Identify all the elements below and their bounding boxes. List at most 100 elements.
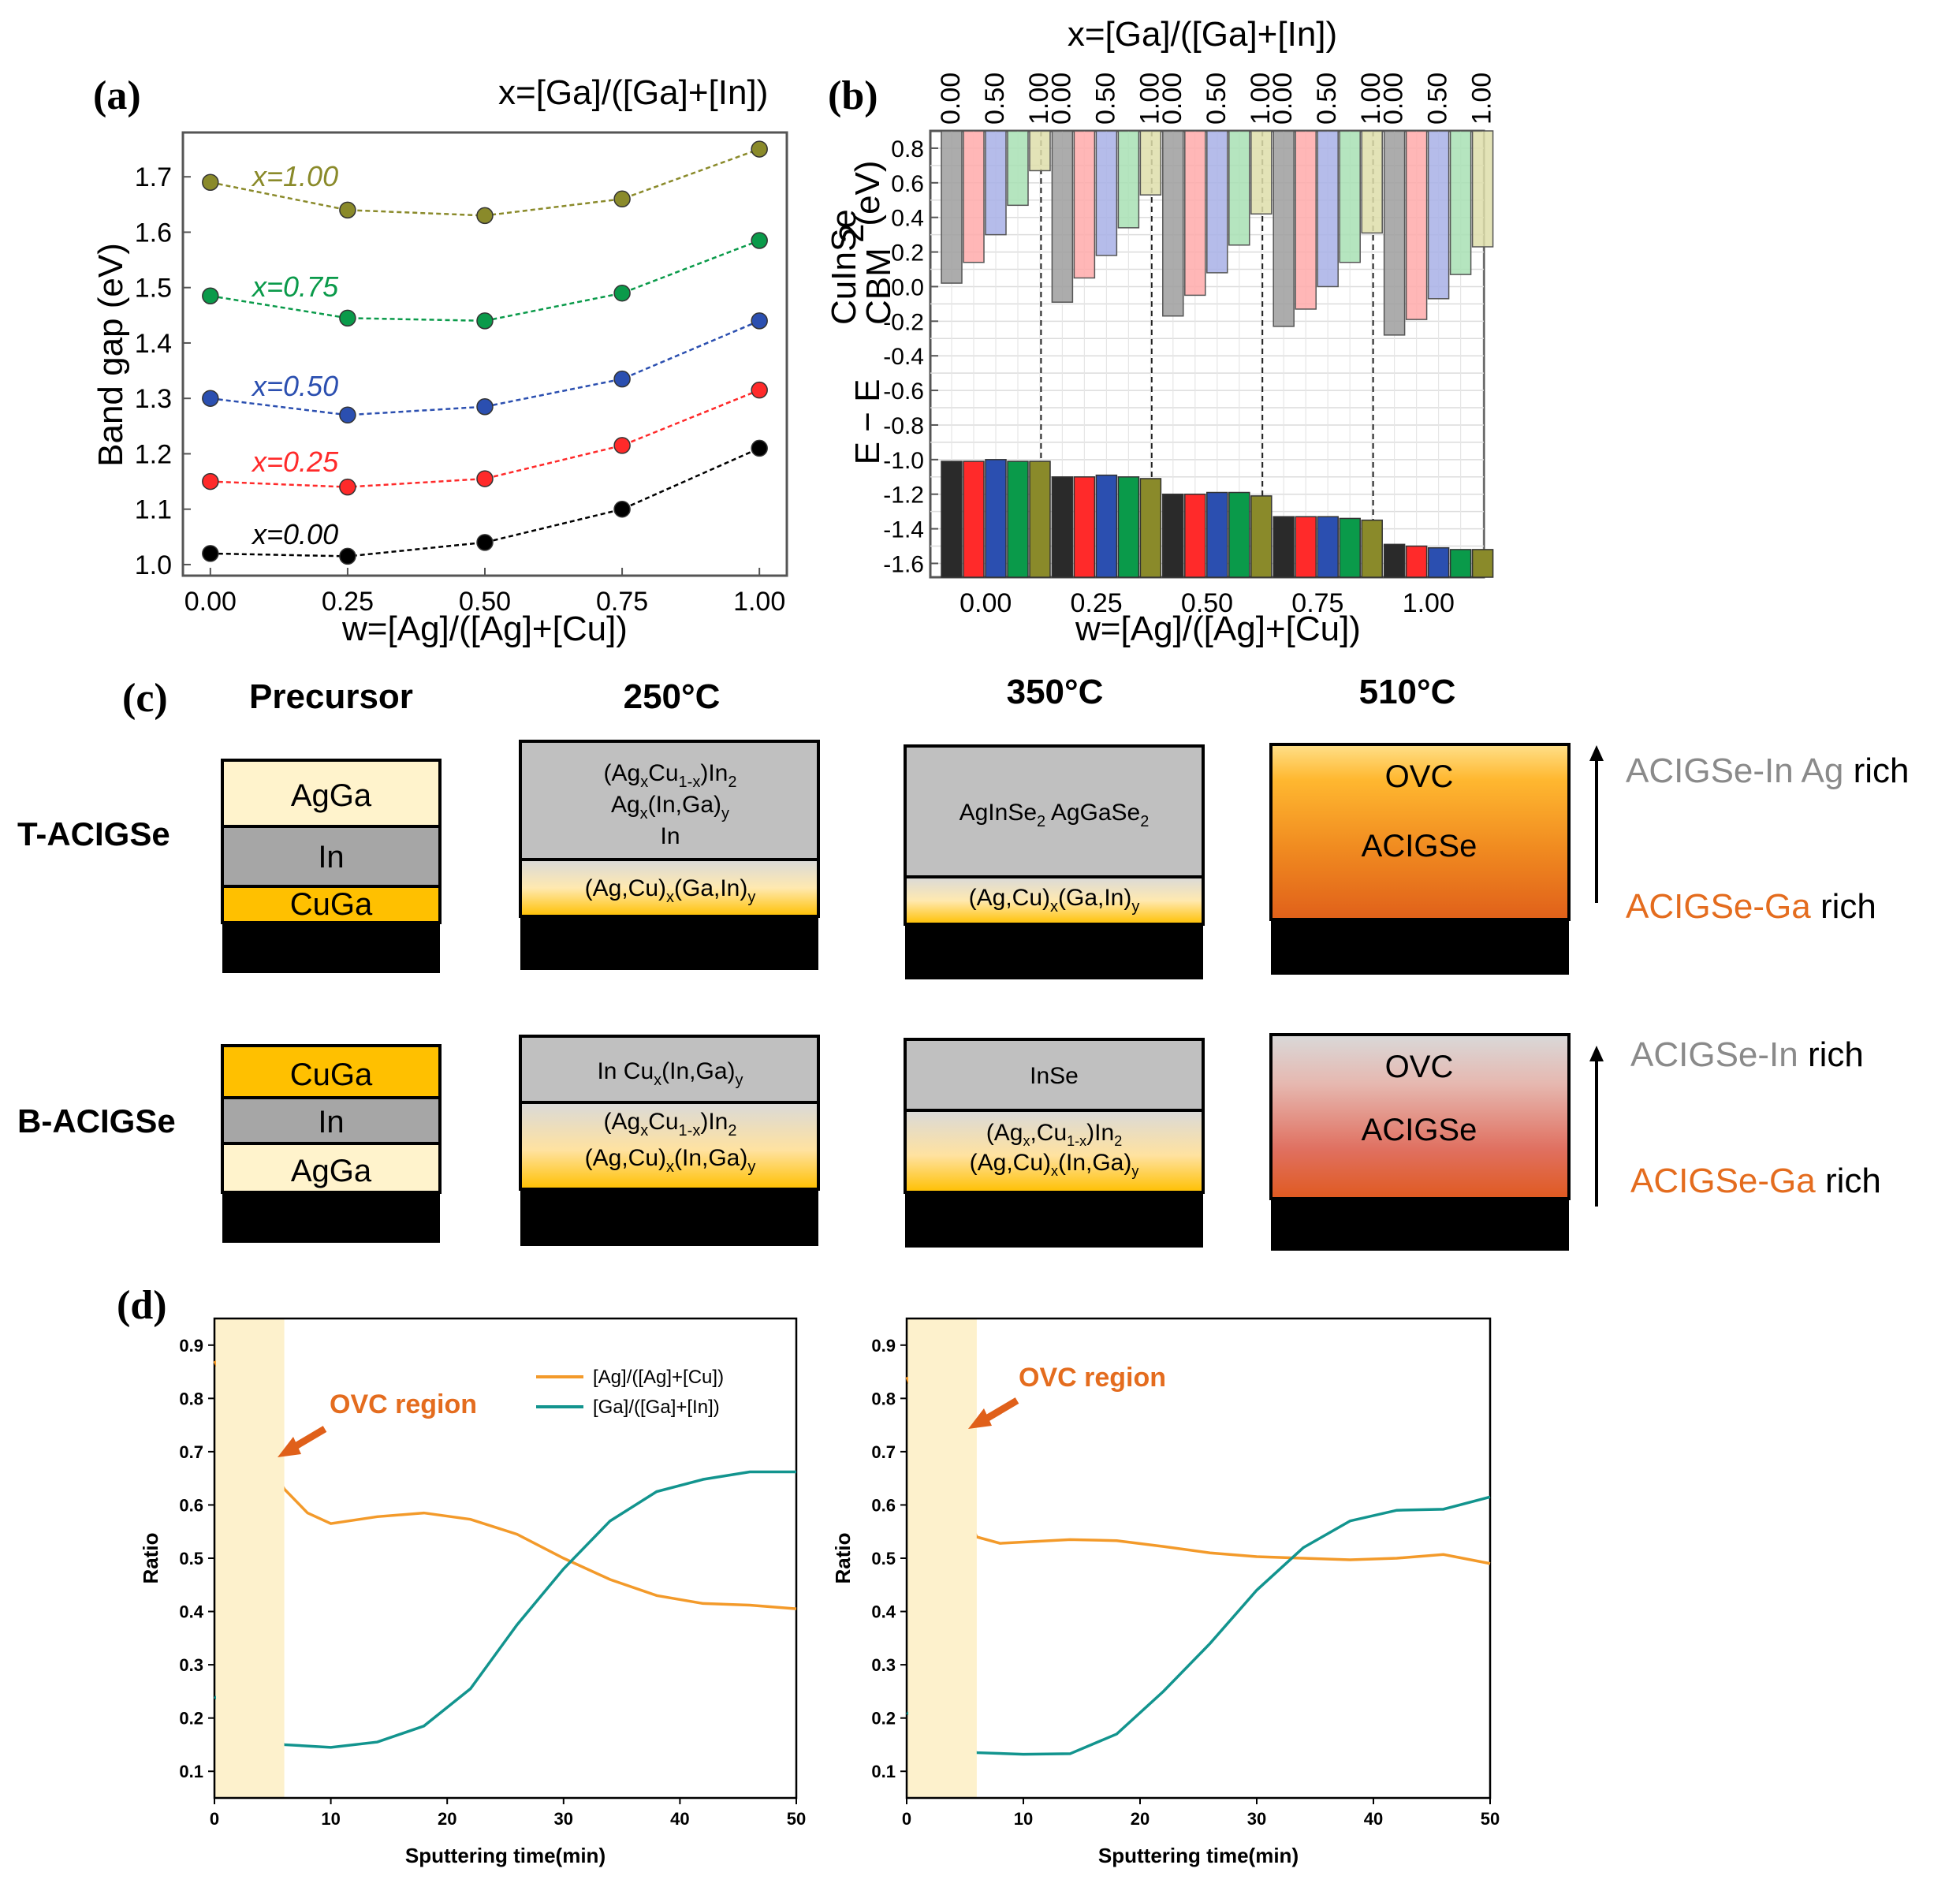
d-xtick-label: 40 [1364,1809,1383,1829]
a-xtick-label: 0.00 [184,587,237,617]
d-ytick-label: 0.9 [871,1336,896,1356]
b-cbm-bar [1383,130,1406,336]
b-cbm-bar [1405,130,1428,320]
b-ytick-label: -1.0 [883,448,924,474]
panel-b-ylabel: E − E CBM CuInSe 2 (eV) [825,160,898,464]
a-data-point [751,140,768,158]
b-ytick-label: -0.2 [883,309,924,335]
b-vbm-bar [1206,491,1228,578]
b-top-tick-label: 0.00 [1379,73,1409,125]
header-510: 510°C [1359,673,1456,711]
d-ytick-label: 0.7 [871,1442,896,1462]
panel-b-xlabel: w=[Ag]/([Ag]+[Cu]) [1075,610,1361,648]
d-series-line [906,1495,1491,1756]
b-cbm-bar [1250,130,1273,215]
d-ytick-label: 0.2 [179,1709,203,1729]
b-cbm-bar [1206,130,1228,274]
panel-b-label: (b) [828,73,878,118]
b-top-tick-label: 0.50 [1423,73,1453,125]
b-vbm-bar [1095,474,1118,578]
d-ytick-label: 0.3 [871,1655,896,1675]
a-series-line [210,447,760,558]
a-xtick-label: 0.50 [459,587,511,617]
b-250-top: In Cux(In,Ga)y [597,1058,743,1089]
b-ytick-label: 0.0 [891,274,924,300]
t-pre-layer2: In [318,840,344,875]
t-250-bottom: (Ag,Cu)x(Ga,In)y [585,875,756,906]
b-cbm-bar [1029,130,1051,172]
b-cbm-bar [1295,130,1317,310]
b-xtick-label: 0.00 [960,588,1012,618]
d-ytick-label: 0.1 [179,1762,203,1781]
a-data-point [751,232,768,249]
d-xtick-label: 10 [321,1809,340,1829]
label-x075: x=0.75 [251,270,339,303]
b-top-tick-label: 0.50 [980,73,1010,125]
t-510-ovc: OVC [1385,759,1454,794]
b-xtick-label: 0.50 [1181,588,1233,618]
t-350-mo: Mo [1032,938,1076,972]
d-ytick-label: 0.3 [179,1655,203,1675]
d-ytick-label: 0.4 [179,1602,203,1622]
panel-b-bars [941,130,1494,578]
a-ytick-label: 1.0 [135,550,172,580]
a-series-line [210,319,760,416]
b-ytick-label: -0.8 [883,413,924,439]
a-data-point [476,534,494,551]
a-ytick-label: 1.7 [135,162,172,192]
a-data-point [613,370,631,388]
b-top-tick-label: 0.00 [1157,73,1187,125]
b-ytick-label: 0.4 [891,206,924,232]
stack-350-t: AgInSe2 AgGaSe2 (Ag,Cu)x(Ga,In)y Mo [904,744,1205,979]
t-250-mo: Mo [648,928,692,963]
b-cbm-bar [1184,130,1206,297]
b-cbm-bar [1162,130,1184,317]
b-pre-mo: Mo [309,1203,353,1237]
a-data-point [751,439,768,457]
a-data-point [613,437,631,454]
a-data-point [202,287,219,304]
d-xtick-label: 20 [1131,1809,1150,1829]
b-cbm-bar [1073,130,1096,279]
a-xtick-label: 0.25 [322,587,374,617]
a-ytick-label: 1.4 [135,329,172,359]
panel-d-label: (d) [117,1283,167,1328]
d-ytick-label: 0.8 [871,1389,896,1408]
d-xtick-label: 50 [1481,1809,1500,1829]
t-side-top: ACIGSe-In Ag rich [1626,752,1909,790]
b-250-line3: (Ag,Cu)x(In,Ga)y [585,1145,756,1176]
b-vbm-bar [1449,549,1472,578]
panel-a: (a) x=[Ga]/([Ga]+[In]) 0.00 0.25 0.50 0.75 1… [91,73,788,648]
b-side-top: ACIGSe-In rich [1630,1035,1864,1074]
b-cbm-bar [1095,130,1118,256]
b-cbm-bar [985,130,1007,236]
b-cbm-bar [1339,130,1361,263]
b-ytick-label: -0.6 [883,379,924,405]
d-ytick-label: 0.9 [179,1336,203,1356]
a-data-point [476,470,494,487]
d-ytick-label: 0.5 [179,1549,203,1568]
stack-precursor-t: AgGa In CuGa Mo [221,759,442,973]
d-xtick-label: 0 [210,1809,219,1829]
b-350-line3: (Ag,Cu)x(In,Ga)y [970,1150,1139,1179]
a-data-point [202,173,219,191]
d-series-line [905,1376,1491,1565]
b-vbm-bar [1007,461,1029,578]
a-ytick-label: 1.6 [135,218,172,248]
stack-510-b: OVC ACIGSe Mo [1269,1033,1571,1251]
panel-b-ylabel-main: E − E [848,379,887,465]
b-vbm-bar [1250,495,1273,578]
panel-a-plot-frame [181,131,788,577]
t-pre-layer1: AgGa [291,778,372,813]
d-ytick-label: 0.5 [871,1549,896,1568]
a-data-point [613,500,631,518]
b-250-line2: (AgxCu1-x)In2 [604,1109,737,1139]
b-top-tick-label: 0.00 [1268,73,1298,125]
a-data-point [751,312,768,330]
b-510-acigse: ACIGSe [1362,1113,1477,1147]
b-vbm-bar [1339,517,1361,578]
b-vbm-bar [1383,543,1406,578]
b-ytick-label: -1.6 [883,551,924,577]
panel-b-ylabel-sup2: 2 [833,224,871,243]
